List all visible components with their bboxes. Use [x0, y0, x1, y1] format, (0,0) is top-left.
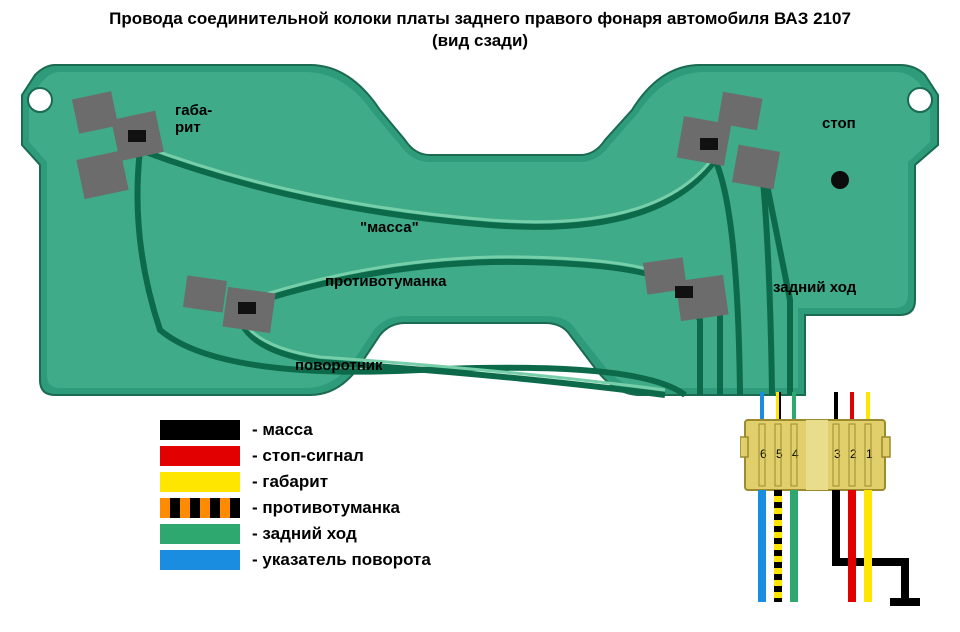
legend-swatch-striped	[160, 498, 240, 518]
legend-swatch-blue	[160, 550, 240, 570]
legend-row: - противотуманка	[160, 498, 431, 518]
legend-swatch-green	[160, 524, 240, 544]
legend-label: - указатель поворота	[252, 550, 431, 570]
pin-num: 4	[792, 447, 799, 461]
legend-label: - стоп-сигнал	[252, 446, 364, 466]
mounting-hole	[908, 88, 932, 112]
title-line1: Провода соединительной колоки платы задн…	[109, 9, 851, 28]
pcb-svg: габа- рит стоп "масса" противотуманка за…	[20, 60, 940, 400]
connector-tab	[882, 437, 890, 457]
pin-num: 1	[866, 447, 873, 461]
legend-swatch-black	[160, 420, 240, 440]
legend-label: - задний ход	[252, 524, 357, 544]
legend-swatch-yellow	[160, 472, 240, 492]
legend-label: - габарит	[252, 472, 328, 492]
pin-num: 2	[850, 447, 857, 461]
connector-tab	[740, 437, 748, 457]
connector-svg: 6 5 4 3 2 1	[740, 392, 930, 612]
mounting-hole	[28, 88, 52, 112]
legend-label: - противотуманка	[252, 498, 400, 518]
title-line2: (вид сзади)	[432, 31, 528, 50]
pin-num: 6	[760, 447, 767, 461]
legend-row: - указатель поворота	[160, 550, 431, 570]
label-reverse: задний ход	[773, 279, 857, 296]
pcb-inner-shade	[29, 72, 930, 388]
legend-row: - масса	[160, 420, 431, 440]
diagram-title: Провода соединительной колоки платы задн…	[0, 0, 960, 52]
pcb-diagram: габа- рит стоп "масса" противотуманка за…	[20, 60, 940, 400]
pin-num: 3	[834, 447, 841, 461]
label-stop: стоп	[822, 115, 856, 132]
label-gabarit: габа-	[175, 102, 212, 119]
label-fog: противотуманка	[325, 273, 447, 290]
connector-area: 6 5 4 3 2 1	[740, 392, 930, 612]
screw-hole	[831, 171, 849, 189]
legend-row: - стоп-сигнал	[160, 446, 431, 466]
legend-row: - габарит	[160, 472, 431, 492]
legend-row: - задний ход	[160, 524, 431, 544]
label-massa: "масса"	[360, 219, 419, 236]
label-turn: поворотник	[295, 357, 383, 374]
legend-swatch-red	[160, 446, 240, 466]
legend: - масса - стоп-сигнал - габарит - против…	[160, 420, 431, 576]
label-gabarit2: рит	[175, 119, 201, 136]
pin-num: 5	[776, 447, 783, 461]
connector-gap	[806, 420, 828, 490]
legend-label: - масса	[252, 420, 313, 440]
